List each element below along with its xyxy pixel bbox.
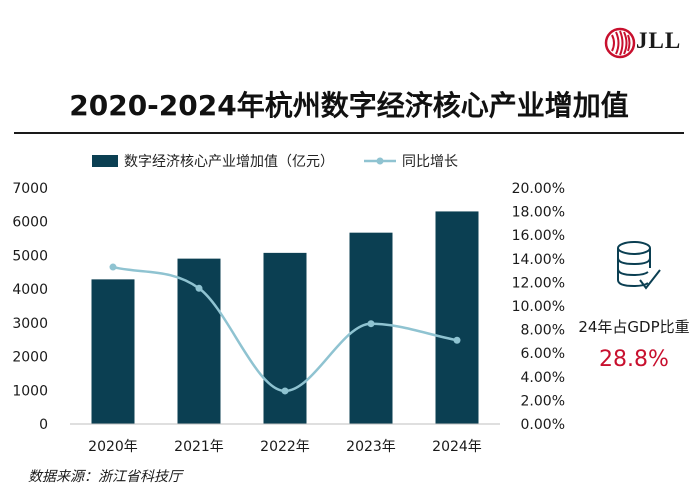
bar-2	[263, 252, 307, 424]
y-right-tick-3: 6.00%	[521, 346, 565, 362]
y-right-tick-2: 4.00%	[521, 370, 565, 386]
legend-bar-label: 数字经济核心产业增加值（亿元）	[124, 154, 334, 170]
chart-plot: 2020年 2021年 2022年 2023年 2024年 0 1000 2000 3000 40…	[12, 181, 565, 455]
brand-logo-text: JLL	[636, 28, 682, 53]
y-left-tick-0: 0	[39, 417, 48, 433]
growth-point-3	[367, 320, 375, 328]
y-left-tick-3: 3000	[12, 316, 48, 332]
growth-point-4	[453, 336, 461, 344]
y-right-tick-10: 20.00%	[512, 181, 565, 197]
legend-line-swatch	[364, 157, 396, 165]
legend-line-label: 同比增长	[402, 154, 458, 170]
x-tick-label-0: 2020年	[88, 439, 138, 455]
y-right-tick-9: 18.00%	[512, 205, 565, 221]
y-left-tick-4: 4000	[12, 282, 48, 298]
title-divider	[14, 132, 684, 134]
x-tick-label-3: 2023年	[346, 439, 396, 455]
growth-point-2	[281, 387, 289, 395]
y-right-tick-8: 16.00%	[512, 228, 565, 244]
database-check-icon	[617, 241, 661, 290]
chart-legend: 数字经济核心产业增加值（亿元） 同比增长	[92, 152, 458, 170]
bar-4	[435, 211, 479, 424]
y-right-tick-1: 2.00%	[521, 393, 565, 409]
x-tick-label-2: 2022年	[260, 439, 310, 455]
data-source-note: 数据来源：浙江省科技厅	[28, 469, 182, 485]
legend-bar-swatch	[92, 155, 118, 167]
y-right-tick-0: 0.00%	[521, 417, 565, 433]
y-right-tick-6: 12.00%	[512, 275, 565, 291]
x-tick-label-1: 2021年	[174, 439, 224, 455]
y-right-tick-7: 14.00%	[512, 252, 565, 268]
bar-0	[91, 279, 135, 424]
y-left-tick-7: 7000	[12, 181, 48, 197]
y-left-tick-6: 6000	[12, 215, 48, 231]
gdp-share-value: 28.8%	[599, 347, 669, 372]
y-left-tick-5: 5000	[12, 248, 48, 264]
y-right-tick-4: 8.00%	[521, 323, 565, 339]
growth-point-0	[109, 263, 117, 271]
x-tick-label-4: 2024年	[432, 439, 482, 455]
y-left-tick-2: 2000	[12, 350, 48, 366]
chart-title: 2020-2024年杭州数字经济核心产业增加值	[69, 89, 629, 122]
y-right-tick-5: 10.00%	[512, 299, 565, 315]
y-left-tick-1: 1000	[12, 383, 48, 399]
gdp-share-label: 24年占GDP比重	[578, 318, 690, 336]
bar-1	[177, 258, 221, 424]
growth-point-1	[195, 284, 203, 292]
jll-logo-icon	[604, 27, 636, 59]
